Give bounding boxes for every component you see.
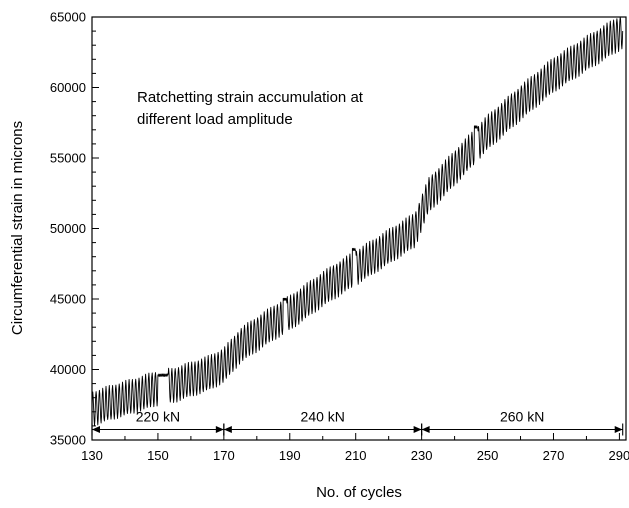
x-tick-label: 230 bbox=[411, 448, 433, 463]
annotation-line-1: Ratchetting strain accumulation at bbox=[137, 89, 364, 106]
x-tick-label: 130 bbox=[81, 448, 103, 463]
y-tick-label: 50000 bbox=[50, 221, 86, 236]
strain-series-line bbox=[91, 16, 624, 427]
y-axis-title: Circumferential strain in microns bbox=[9, 121, 26, 335]
band-label-2: 260 kN bbox=[500, 409, 544, 425]
x-tick-label: 170 bbox=[213, 448, 235, 463]
y-axis-ticks: 35000 40000 45000 50000 55000 60000 65000 bbox=[50, 10, 99, 448]
y-tick-label: 40000 bbox=[50, 362, 86, 377]
y-tick-label: 65000 bbox=[50, 10, 86, 25]
annotation-line-2: different load amplitude bbox=[137, 111, 293, 128]
band-arrow-head-right bbox=[614, 426, 623, 433]
band-label-0: 220 kN bbox=[136, 409, 180, 425]
load-amplitude-bands: 220 kN 240 kN 260 kN bbox=[91, 409, 624, 436]
y-tick-label: 35000 bbox=[50, 433, 86, 448]
band-arrow-head-right bbox=[413, 426, 422, 433]
band-arrow-head-left bbox=[92, 426, 100, 433]
x-tick-label: 270 bbox=[543, 448, 565, 463]
x-axis-ticks: 130 150 170 190 210 230 250 270 290 bbox=[81, 433, 629, 463]
band-arrow-head-left bbox=[421, 426, 430, 433]
band-arrow-head-right bbox=[215, 426, 224, 433]
y-tick-label: 45000 bbox=[50, 292, 86, 307]
x-tick-label: 190 bbox=[279, 448, 301, 463]
band-arrow-head-left bbox=[223, 426, 232, 433]
x-tick-label: 290 bbox=[609, 448, 629, 463]
x-tick-label: 210 bbox=[345, 448, 367, 463]
y-tick-label: 60000 bbox=[50, 80, 86, 95]
y-tick-label: 55000 bbox=[50, 151, 86, 166]
x-tick-label: 250 bbox=[477, 448, 499, 463]
x-tick-label: 150 bbox=[147, 448, 169, 463]
x-axis-title: No. of cycles bbox=[316, 484, 402, 501]
band-label-1: 240 kN bbox=[301, 409, 345, 425]
